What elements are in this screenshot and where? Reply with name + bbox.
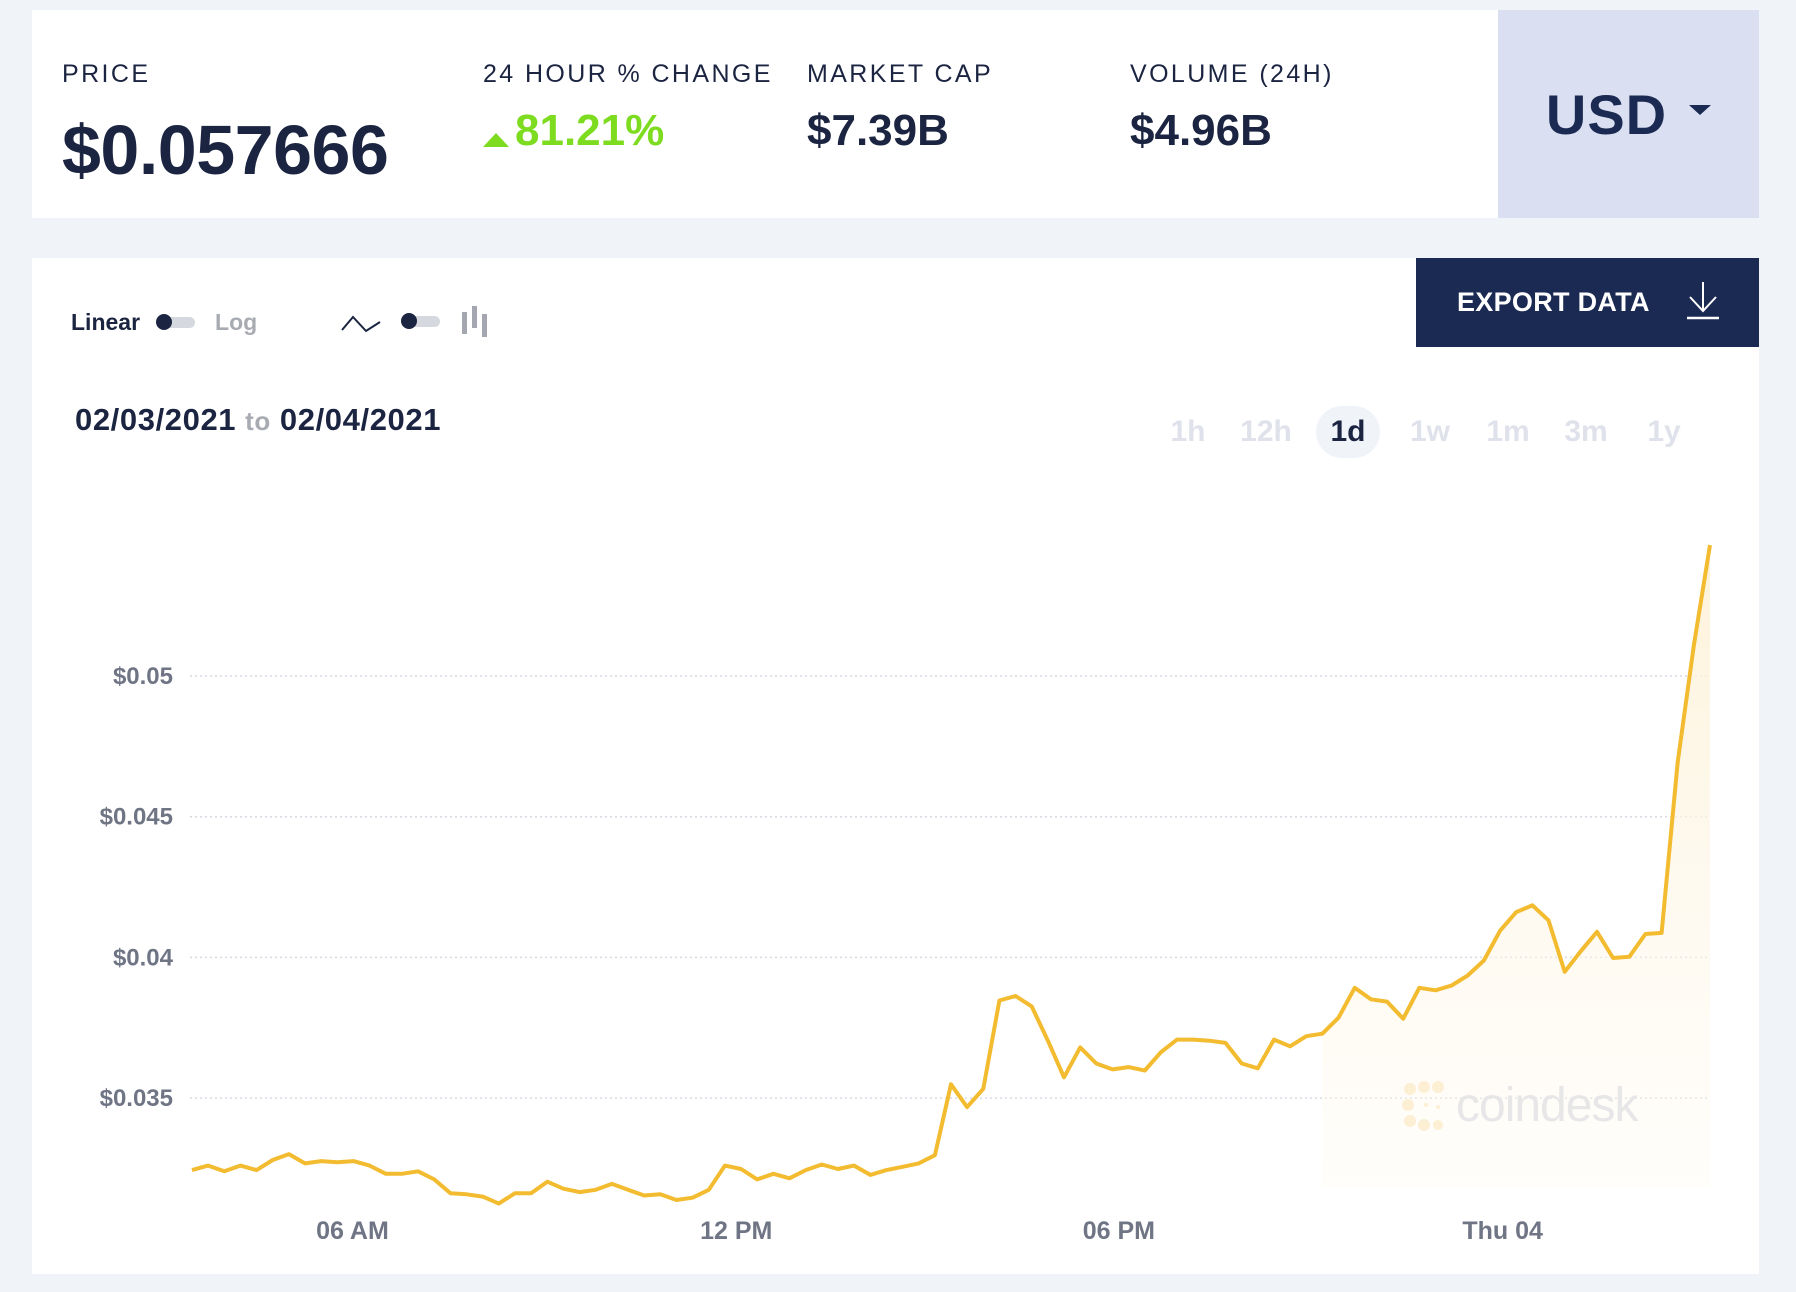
chart-type-switch[interactable] bbox=[401, 312, 440, 329]
range-1d[interactable]: 1d bbox=[1316, 406, 1380, 458]
range-12h[interactable]: 12h bbox=[1240, 415, 1292, 448]
line-chart-icon[interactable] bbox=[339, 306, 383, 336]
range-1h[interactable]: 1h bbox=[1170, 415, 1206, 448]
range-3m[interactable]: 3m bbox=[1564, 415, 1608, 448]
market-cap-value: $7.39B bbox=[807, 106, 949, 155]
range-1y[interactable]: 1y bbox=[1647, 415, 1681, 448]
price-area-fill bbox=[1322, 545, 1710, 1188]
price-line bbox=[191, 544, 1712, 1206]
scale-toggle: Linear Log bbox=[71, 302, 257, 342]
export-data-button[interactable]: EXPORT DATA bbox=[1416, 258, 1759, 347]
change-label: 24 HOUR % CHANGE bbox=[483, 60, 773, 88]
log-label[interactable]: Log bbox=[215, 308, 258, 335]
stats-bar: PRICE $0.057666 24 HOUR % CHANGE 81.21% … bbox=[32, 10, 1498, 218]
switch-knob bbox=[156, 313, 173, 330]
caret-down-icon bbox=[1689, 105, 1712, 115]
volume-label: VOLUME (24H) bbox=[1130, 60, 1334, 88]
switch-knob bbox=[401, 312, 417, 329]
price-label: PRICE bbox=[62, 60, 151, 88]
date-from: 02/03/2021 bbox=[75, 402, 237, 437]
svg-text:$0.04: $0.04 bbox=[113, 944, 174, 971]
scale-switch[interactable] bbox=[156, 313, 196, 330]
y-axis-labels: $0.05 $0.045 $0.04 $0.035 bbox=[100, 663, 174, 1112]
svg-text:06 AM: 06 AM bbox=[316, 1217, 389, 1245]
price-value: $0.057666 bbox=[62, 111, 389, 189]
svg-text:12 PM: 12 PM bbox=[700, 1217, 772, 1245]
bar-chart-icon[interactable] bbox=[460, 304, 490, 338]
price-chart[interactable]: $0.05 $0.045 $0.04 $0.035 06 AM 12 PM 06 PM Th… bbox=[32, 258, 1759, 1274]
time-range-selector: 1h 12h 1d 1w 1m 3m 1y bbox=[1149, 406, 1703, 458]
range-1w[interactable]: 1w bbox=[1409, 415, 1451, 448]
currency-dropdown[interactable]: USD bbox=[1498, 10, 1759, 218]
up-triangle-icon bbox=[483, 133, 509, 147]
date-to-word: to bbox=[245, 406, 271, 436]
x-axis-labels: 06 AM 12 PM 06 PM Thu 04 bbox=[316, 1217, 1543, 1245]
svg-text:$0.045: $0.045 bbox=[100, 804, 173, 831]
date-to: 02/04/2021 bbox=[279, 402, 442, 437]
change-percent: 81.21% bbox=[515, 106, 665, 155]
svg-text:06 PM: 06 PM bbox=[1083, 1217, 1155, 1245]
linear-label[interactable]: Linear bbox=[71, 308, 141, 335]
svg-text:$0.05: $0.05 bbox=[113, 663, 173, 690]
export-label: EXPORT DATA bbox=[1457, 287, 1650, 317]
currency-label: USD bbox=[1545, 82, 1668, 146]
svg-text:Thu 04: Thu 04 bbox=[1462, 1217, 1543, 1245]
market-cap-label: MARKET CAP bbox=[807, 60, 994, 88]
range-1m[interactable]: 1m bbox=[1486, 415, 1530, 448]
chart-type-toggle bbox=[339, 298, 490, 344]
svg-text:$0.035: $0.035 bbox=[100, 1085, 173, 1112]
volume-value: $4.96B bbox=[1130, 106, 1272, 155]
change-value: 81.21% bbox=[483, 106, 664, 156]
date-range: 02/03/2021 to 02/04/2021 bbox=[75, 402, 441, 438]
chart-panel: Linear Log EXPORT DATA 02/03/2021 to 02/04… bbox=[32, 258, 1759, 1274]
download-icon bbox=[1687, 282, 1719, 320]
